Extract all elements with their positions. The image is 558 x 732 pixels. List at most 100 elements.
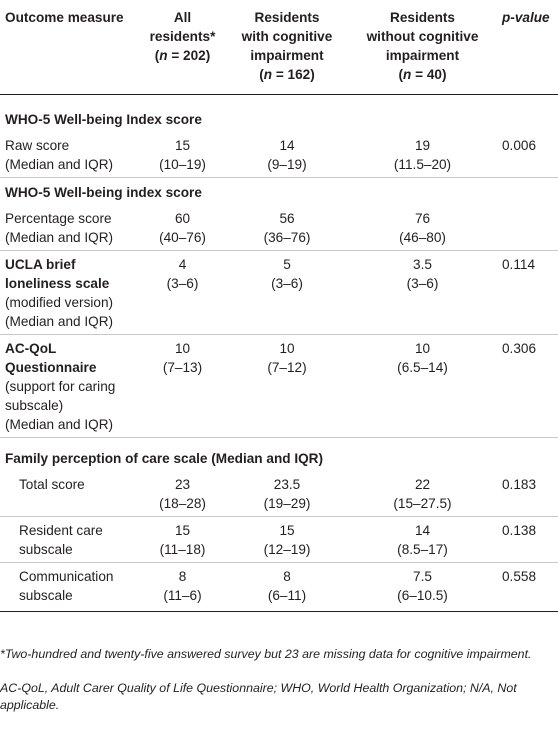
section-family: Family perception of care scale (Median …	[0, 438, 558, 472]
row-label-title: loneliness scale	[5, 276, 110, 291]
cell-ci: 23.5 (19–29)	[227, 471, 347, 517]
row-label-line: (Median and IQR)	[5, 230, 114, 245]
cell-iqr: (8.5–17)	[397, 542, 448, 557]
cell-p-value: 0.183	[498, 471, 558, 517]
col-header-ci-n: (n = 162)	[259, 67, 315, 82]
outcome-table: Outcome measure All residents* (n = 202)…	[0, 0, 558, 612]
row-label-line: subscale	[19, 542, 73, 557]
cell-iqr: (11.5–20)	[393, 157, 452, 172]
cell-p-value	[498, 205, 558, 251]
row-label-line: Raw score	[5, 138, 70, 153]
row-label: Total score	[0, 471, 138, 517]
row-label-line: Total score	[19, 477, 85, 492]
cell-iqr: (6–10.5)	[397, 588, 448, 603]
cell-median: 10	[279, 341, 295, 356]
cell-p-value: 0.558	[498, 562, 558, 612]
cell-noci: 10 (6.5–14)	[347, 334, 498, 438]
cell-median: 15	[174, 523, 191, 538]
table-row: UCLA brief loneliness scale (modified ve…	[0, 250, 558, 335]
col-header-all: All residents* (n = 202)	[138, 0, 227, 95]
cell-iqr: (10–19)	[159, 157, 206, 172]
footnote-abbreviations: AC-QoL, Adult Carer Quality of Life Ques…	[0, 681, 517, 712]
col-header-measure-text: Outcome measure	[5, 10, 124, 25]
cell-median: 22	[414, 477, 431, 492]
col-header-p: p-value	[498, 0, 558, 95]
cell-iqr: (3–6)	[406, 276, 439, 291]
section-who-raw: WHO-5 Well-being Index score	[0, 95, 558, 133]
cell-median: 23.5	[273, 477, 301, 492]
cell-noci: 22 (15–27.5)	[347, 471, 498, 517]
cell-ci: 56 (36–76)	[227, 205, 347, 251]
cell-noci: 19 (11.5–20)	[347, 132, 498, 178]
row-label: AC-QoL Questionnaire (support for caring…	[0, 334, 138, 438]
row-label-line: (Median and IQR)	[5, 314, 114, 329]
row-label-line: Resident care	[19, 523, 103, 538]
cell-iqr: (7–12)	[267, 360, 307, 375]
row-label: Communication subscale	[0, 562, 138, 612]
section-title: WHO-5 Well-being index score	[5, 185, 202, 200]
cell-p-value: 0.114	[498, 250, 558, 335]
col-header-noci-n: (n = 40)	[398, 67, 447, 82]
cell-median: 56	[279, 211, 295, 226]
cell-median: 8	[283, 569, 291, 584]
cell-median: 4	[178, 257, 187, 272]
cell-p-value: 0.006	[498, 132, 558, 178]
cell-iqr: (36–76)	[263, 230, 311, 245]
cell-median: 7.5	[413, 569, 432, 584]
cell-median: 14	[414, 523, 431, 538]
cell-iqr: (7–13)	[162, 360, 203, 375]
cell-all: 8 (11–6)	[138, 562, 227, 612]
footnote-missing-data: *Two-hundred and twenty-five answered su…	[0, 647, 532, 661]
cell-iqr: (46–80)	[399, 230, 446, 245]
cell-ci: 5 (3–6)	[227, 250, 347, 335]
cell-median: 15	[279, 523, 295, 538]
row-label-line: (Median and IQR)	[5, 417, 114, 432]
cell-all: 10 (7–13)	[138, 334, 227, 438]
col-header-noci-line: Residents	[390, 10, 455, 25]
row-label-line: subscale)	[5, 398, 64, 413]
cell-iqr: (6.5–14)	[397, 360, 448, 375]
cell-ci: 14 (9–19)	[227, 132, 347, 178]
cell-median: 8	[178, 569, 187, 584]
table-row: AC-QoL Questionnaire (support for caring…	[0, 334, 558, 438]
col-header-p-text: p-value	[502, 10, 550, 25]
row-label-title: UCLA brief	[5, 257, 76, 272]
col-header-ci: Residents with cognitive impairment (n =…	[227, 0, 347, 95]
cell-iqr: (3–6)	[166, 276, 199, 291]
row-label-line: subscale	[19, 588, 73, 603]
row-label-line: (support for caring	[5, 379, 116, 394]
cell-ci: 10 (7–12)	[227, 334, 347, 438]
cell-noci: 76 (46–80)	[347, 205, 498, 251]
row-label-line: Communication	[19, 569, 114, 584]
cell-iqr: (12–19)	[263, 542, 311, 557]
cell-iqr: (11–6)	[163, 588, 202, 603]
cell-iqr: (15–27.5)	[393, 496, 452, 511]
cell-iqr: (11–18)	[159, 542, 206, 557]
row-label: Resident care subscale	[0, 516, 138, 563]
cell-ci: 15 (12–19)	[227, 516, 347, 563]
col-header-noci-line: without cognitive	[366, 29, 479, 44]
cell-iqr: (6–11)	[267, 588, 307, 603]
col-header-ci-line: Residents	[254, 10, 320, 25]
table-row: Communication subscale 8 (11–6) 8 (6–11) 7.…	[0, 562, 558, 612]
section-who-pct: WHO-5 Well-being index score	[0, 178, 558, 206]
cell-iqr: (40–76)	[159, 230, 206, 245]
table-row: Percentage score (Median and IQR) 60 (40–7…	[0, 205, 558, 251]
table-row: Raw score (Median and IQR) 15 (10–19) 14 (9…	[0, 132, 558, 178]
cell-all: 23 (18–28)	[138, 471, 227, 517]
row-label-line: (modified version)	[5, 295, 114, 310]
cell-median: 19	[414, 138, 431, 153]
cell-all: 15 (11–18)	[138, 516, 227, 563]
cell-median: 10	[174, 341, 191, 356]
col-header-all-n: (n = 202)	[154, 48, 211, 63]
col-header-measure: Outcome measure	[0, 0, 138, 95]
cell-median: 5	[283, 257, 291, 272]
cell-p-value: 0.138	[498, 516, 558, 563]
cell-p-value: 0.306	[498, 334, 558, 438]
cell-noci: 14 (8.5–17)	[347, 516, 498, 563]
cell-ci: 8 (6–11)	[227, 562, 347, 612]
col-header-noci-line: impairment	[385, 48, 460, 63]
cell-median: 23	[174, 477, 191, 492]
row-label: Percentage score (Median and IQR)	[0, 205, 138, 251]
